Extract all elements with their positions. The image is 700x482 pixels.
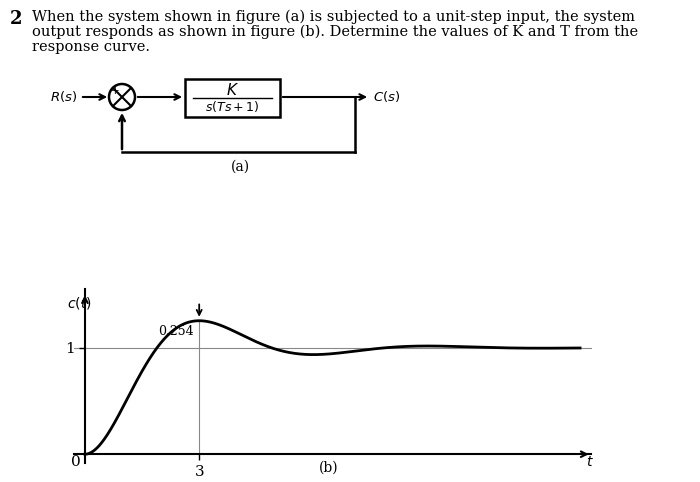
Text: 2: 2 — [10, 10, 22, 28]
Text: response curve.: response curve. — [32, 40, 150, 54]
Text: $K$: $K$ — [226, 82, 239, 98]
Text: $c(t)$: $c(t)$ — [67, 295, 92, 310]
FancyBboxPatch shape — [185, 79, 280, 117]
Text: $C(s)$: $C(s)$ — [373, 90, 400, 105]
Text: 0.254: 0.254 — [158, 325, 193, 338]
Text: (a): (a) — [230, 160, 250, 174]
Text: 0: 0 — [71, 455, 80, 469]
Text: +: + — [111, 86, 119, 96]
Text: $s(Ts + 1)$: $s(Ts + 1)$ — [205, 99, 260, 114]
Text: (b): (b) — [319, 461, 339, 475]
Text: When the system shown in figure (a) is subjected to a unit-step input, the syste: When the system shown in figure (a) is s… — [32, 10, 635, 25]
Text: output responds as shown in figure (b). Determine the values of K and T from the: output responds as shown in figure (b). … — [32, 25, 638, 40]
Text: $t$: $t$ — [586, 455, 594, 469]
Text: $R(s)$: $R(s)$ — [50, 90, 77, 105]
